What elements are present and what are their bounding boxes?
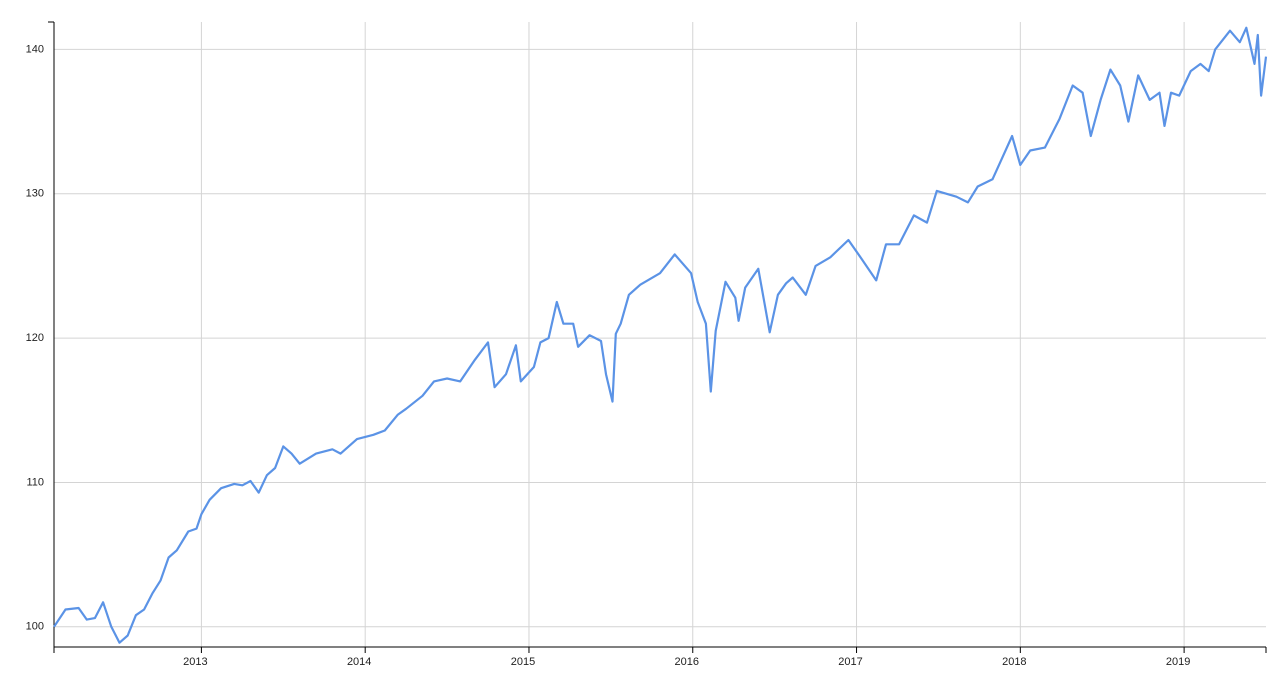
- y-tick-label: 130: [26, 188, 44, 200]
- x-tick-label: 2018: [1002, 656, 1026, 668]
- x-tick-label: 2015: [511, 656, 535, 668]
- y-tick-label: 140: [26, 43, 44, 55]
- x-tick-label: 2014: [347, 656, 371, 668]
- y-tick-label: 120: [26, 332, 44, 344]
- x-tick-label: 2016: [675, 656, 699, 668]
- x-tick-label: 2013: [183, 656, 207, 668]
- x-tick-label: 2017: [838, 656, 862, 668]
- x-tick-label: 2019: [1166, 656, 1190, 668]
- y-tick-label: 110: [26, 476, 44, 488]
- data-line: [53, 26, 1268, 644]
- y-tick-label: 100: [26, 621, 44, 633]
